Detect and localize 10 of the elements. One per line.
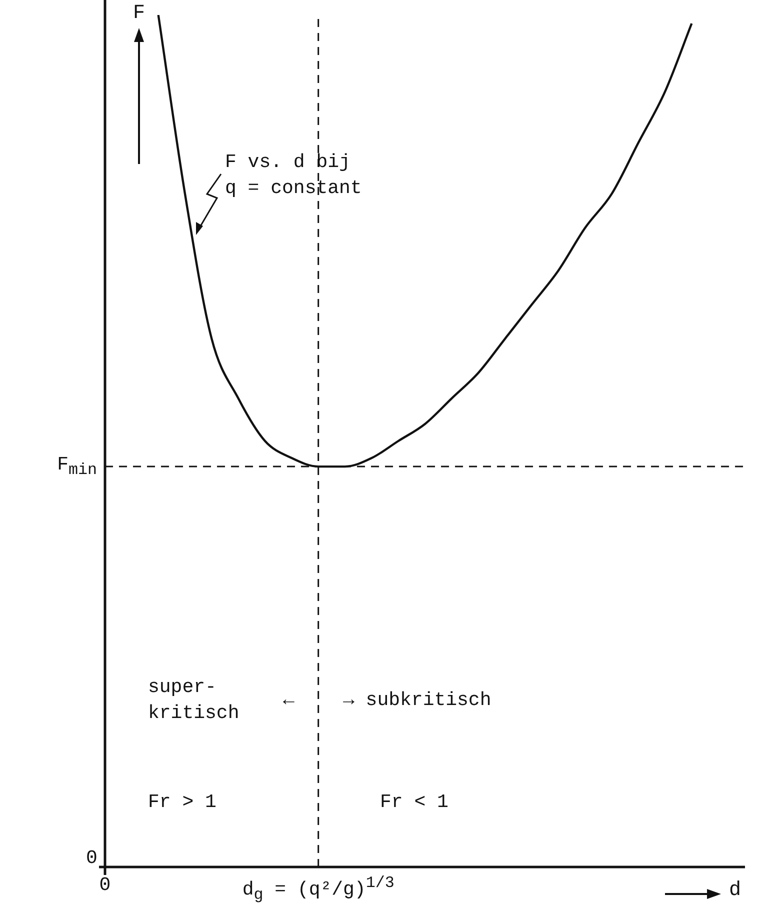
- annotation: Fr < 1: [380, 790, 448, 815]
- annotation: super- kritisch: [148, 675, 240, 726]
- annotation: → subkritisch: [343, 688, 492, 713]
- annotation: Fr > 1: [148, 790, 216, 815]
- ref-line-label: F$_{min}$: [57, 452, 97, 481]
- annotation: ←: [283, 688, 294, 713]
- y-axis-title: F: [133, 2, 146, 25]
- x-tick-label: d$_{g}$ = (q²/g)$^{1/3}$: [242, 873, 394, 906]
- x-axis-title: d: [729, 879, 742, 903]
- text: 0: [86, 846, 98, 871]
